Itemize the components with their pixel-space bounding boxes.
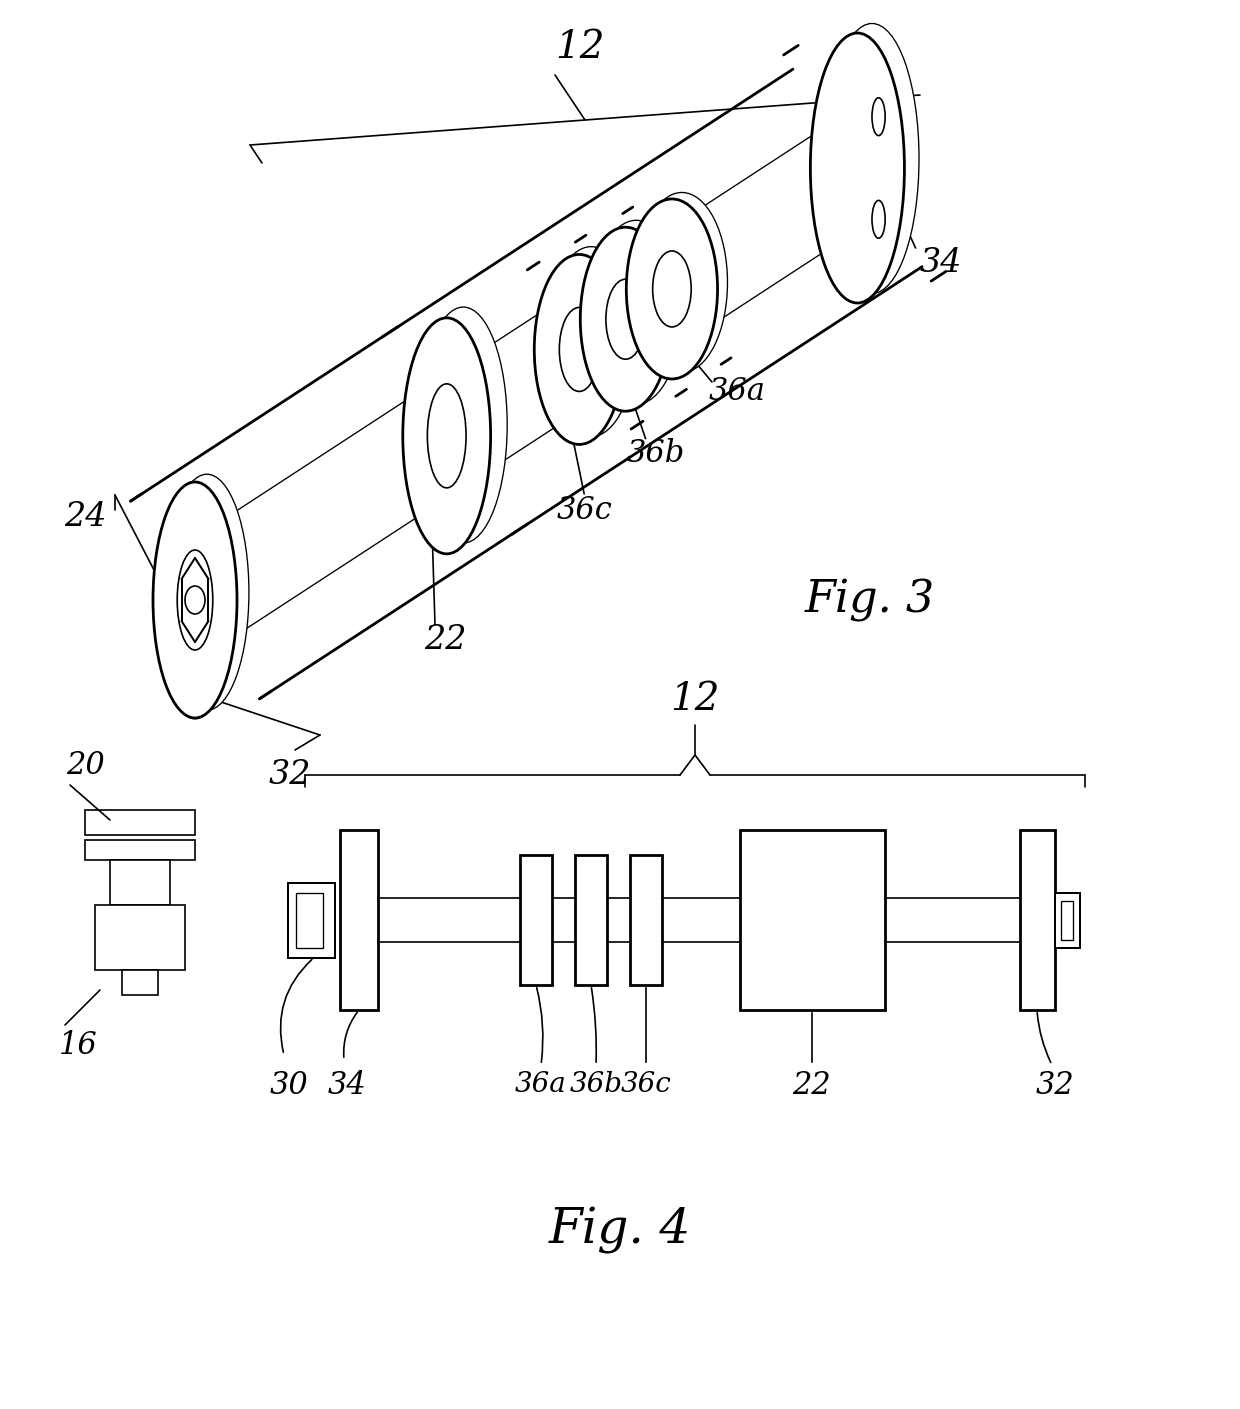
Bar <box>630 855 662 985</box>
Text: 34: 34 <box>327 1069 366 1100</box>
Text: 20: 20 <box>66 750 104 781</box>
Bar <box>1061 900 1073 940</box>
Text: 36a: 36a <box>515 1071 567 1099</box>
Ellipse shape <box>811 32 904 303</box>
Bar <box>95 905 185 969</box>
Bar <box>520 855 552 985</box>
Text: 32: 32 <box>269 759 311 790</box>
Bar <box>575 855 608 985</box>
Text: 32: 32 <box>1035 1069 1074 1100</box>
Bar <box>1055 892 1080 947</box>
Text: 36c: 36c <box>621 1071 671 1099</box>
Text: 22: 22 <box>424 624 466 657</box>
Bar <box>122 969 157 995</box>
Ellipse shape <box>157 482 233 719</box>
Ellipse shape <box>591 220 682 404</box>
Text: 12: 12 <box>671 682 719 719</box>
Bar <box>288 882 335 958</box>
Ellipse shape <box>419 307 507 542</box>
Ellipse shape <box>636 193 728 372</box>
Ellipse shape <box>825 24 919 293</box>
Text: 16: 16 <box>58 1030 98 1061</box>
Text: 36a: 36a <box>708 376 765 407</box>
Text: Fig. 3: Fig. 3 <box>805 579 935 621</box>
Text: 34: 34 <box>919 247 962 279</box>
Ellipse shape <box>165 475 249 710</box>
Text: 36c: 36c <box>557 496 613 527</box>
Ellipse shape <box>580 227 671 411</box>
Ellipse shape <box>153 482 237 719</box>
Text: 22: 22 <box>792 1069 831 1100</box>
Bar <box>1021 830 1055 1010</box>
Text: Fig. 4: Fig. 4 <box>549 1206 691 1254</box>
Ellipse shape <box>534 255 624 444</box>
Ellipse shape <box>403 318 491 554</box>
Bar <box>86 840 195 859</box>
Bar <box>86 810 195 836</box>
Text: 12: 12 <box>556 30 605 66</box>
Text: 36b: 36b <box>569 1071 622 1099</box>
Text: 30: 30 <box>269 1069 309 1100</box>
Ellipse shape <box>546 247 636 437</box>
Text: 36b: 36b <box>626 438 684 469</box>
Bar <box>110 859 170 905</box>
Ellipse shape <box>626 199 718 379</box>
Text: 24: 24 <box>63 502 107 533</box>
Bar <box>340 830 378 1010</box>
Bar <box>740 830 885 1010</box>
Bar <box>296 892 322 947</box>
